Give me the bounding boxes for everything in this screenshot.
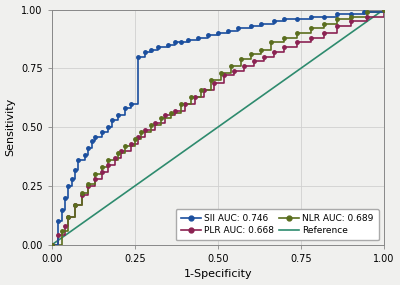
Legend: SII AUC: 0.746, PLR AUC: 0.668, NLR AUC: 0.689, Reference: SII AUC: 0.746, PLR AUC: 0.668, NLR AUC:… (176, 209, 379, 240)
Y-axis label: Sensitivity: Sensitivity (6, 98, 16, 156)
X-axis label: 1-Specificity: 1-Specificity (184, 269, 252, 280)
